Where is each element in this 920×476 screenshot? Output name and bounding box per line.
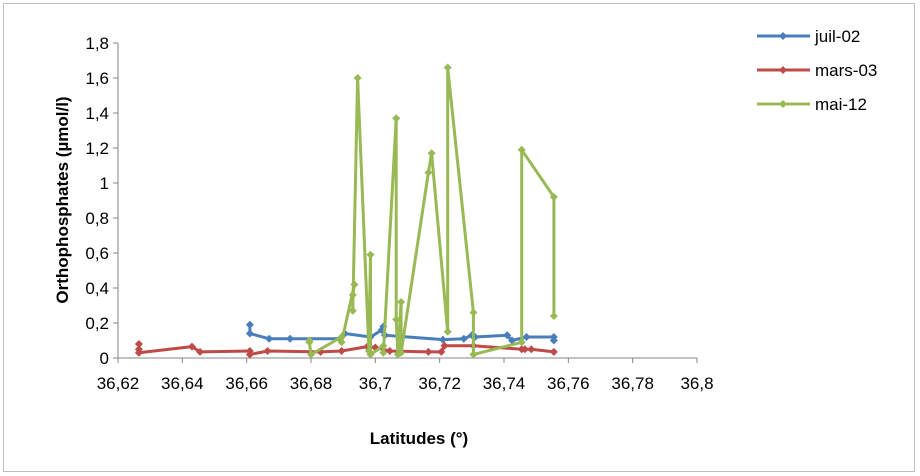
data-point bbox=[245, 350, 254, 359]
chart-frame bbox=[3, 3, 915, 472]
data-point bbox=[469, 308, 478, 317]
x-tick-label: 36,64 bbox=[161, 374, 204, 393]
data-point bbox=[265, 334, 274, 343]
data-point bbox=[245, 329, 254, 338]
data-point bbox=[307, 350, 315, 359]
x-tick-label: 36,74 bbox=[483, 374, 526, 393]
y-tick-label: 1,2 bbox=[85, 139, 109, 158]
data-point bbox=[305, 338, 314, 347]
x-tick-label: 36,66 bbox=[225, 374, 268, 393]
data-point bbox=[348, 291, 357, 299]
data-point bbox=[286, 334, 295, 343]
legend-marker bbox=[779, 100, 787, 108]
data-point bbox=[337, 333, 346, 341]
series-mai-12 bbox=[305, 63, 558, 359]
legend-label: juil-02 bbox=[814, 27, 860, 46]
data-point bbox=[549, 193, 558, 201]
data-point bbox=[134, 348, 143, 357]
data-point bbox=[440, 341, 449, 350]
data-point bbox=[134, 340, 143, 348]
y-tick-label: 1,4 bbox=[85, 104, 109, 123]
y-tick-label: 1,6 bbox=[85, 69, 109, 88]
data-point bbox=[366, 250, 375, 259]
data-point bbox=[337, 347, 346, 355]
data-point bbox=[527, 345, 536, 354]
legend-label: mai-12 bbox=[815, 95, 867, 114]
x-tick-label: 36,7 bbox=[359, 374, 392, 393]
legend-item-mars-03: mars-03 bbox=[757, 61, 877, 80]
legend-marker bbox=[779, 66, 787, 74]
legend-label: mars-03 bbox=[815, 61, 877, 80]
data-point bbox=[443, 327, 452, 336]
data-point bbox=[520, 345, 529, 354]
data-point bbox=[549, 312, 558, 320]
data-point bbox=[392, 114, 401, 123]
x-tick-label: 36,68 bbox=[290, 374, 333, 393]
y-tick-label: 1,8 bbox=[85, 34, 109, 53]
data-point bbox=[517, 338, 526, 347]
data-point bbox=[379, 348, 388, 357]
y-tick-label: 0 bbox=[100, 349, 109, 368]
data-point bbox=[350, 280, 359, 289]
series-line bbox=[307, 66, 556, 356]
x-tick-label: 36,78 bbox=[611, 374, 654, 393]
data-point bbox=[424, 168, 433, 177]
x-tick-label: 36,76 bbox=[547, 374, 590, 393]
data-point bbox=[397, 298, 406, 306]
axes bbox=[113, 42, 698, 363]
y-tick-label: 0,4 bbox=[85, 279, 109, 298]
data-point bbox=[469, 350, 478, 359]
data-point bbox=[245, 320, 254, 329]
x-tick-label: 36,62 bbox=[97, 374, 140, 393]
x-tick-label: 36,72 bbox=[418, 374, 461, 393]
y-axis-label: Orthophosphates (µmol/l) bbox=[53, 96, 72, 303]
y-tick-label: 0,2 bbox=[85, 314, 109, 333]
data-point bbox=[353, 74, 362, 82]
data-point bbox=[392, 315, 401, 324]
y-tick-label: 0,6 bbox=[85, 244, 109, 263]
data-point bbox=[379, 341, 388, 350]
data-point bbox=[503, 331, 512, 340]
legend-item-mai-12: mai-12 bbox=[757, 95, 867, 114]
data-point bbox=[397, 348, 406, 357]
data-point bbox=[549, 336, 558, 345]
legend-item-juil-02: juil-02 bbox=[757, 27, 860, 46]
data-point bbox=[263, 347, 272, 355]
data-point bbox=[438, 335, 447, 344]
data-point bbox=[443, 63, 452, 72]
x-tick-label: 36,8 bbox=[680, 374, 713, 393]
data-point bbox=[385, 347, 394, 355]
x-axis-label: Latitudes (°) bbox=[370, 429, 468, 448]
data-point bbox=[196, 347, 205, 356]
data-point bbox=[187, 342, 196, 351]
series-layer bbox=[134, 63, 558, 359]
y-tick-label: 1 bbox=[100, 174, 109, 193]
data-point bbox=[459, 334, 468, 343]
data-point bbox=[522, 333, 531, 341]
data-point bbox=[348, 306, 357, 315]
y-tick-label: 0,8 bbox=[85, 209, 109, 228]
data-point bbox=[517, 145, 526, 154]
data-point bbox=[424, 347, 433, 356]
data-point bbox=[366, 350, 375, 359]
legend-marker bbox=[779, 32, 787, 40]
legend: juil-02 mars-03 mai-12 bbox=[757, 27, 877, 114]
data-point bbox=[437, 347, 446, 356]
tick-labels: 0 0,2 0,4 0,6 0,8 1 1,2 1,4 1,6 1,8 36,62 36,64 36,6… bbox=[85, 34, 713, 393]
data-point bbox=[549, 347, 558, 356]
data-point bbox=[508, 336, 517, 345]
data-point bbox=[337, 338, 346, 347]
data-point bbox=[427, 149, 436, 158]
